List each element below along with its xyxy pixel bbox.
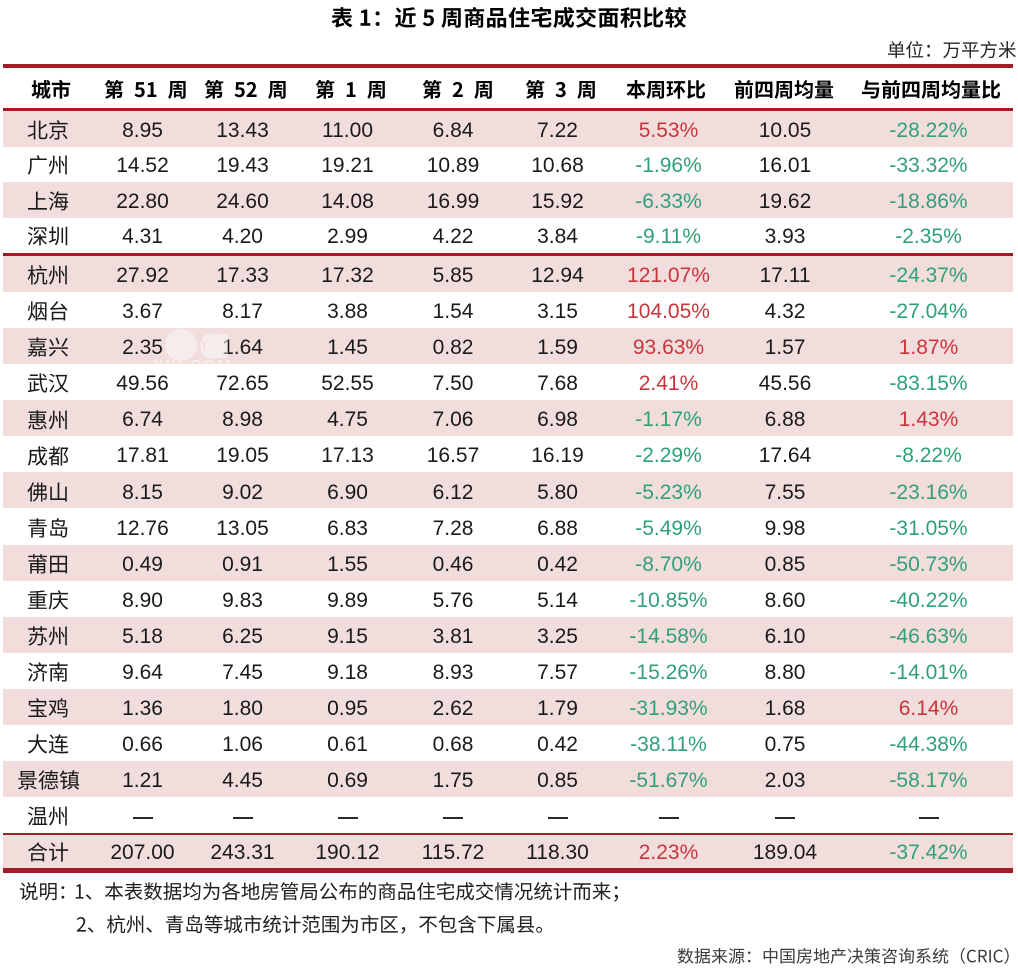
svg-text:XIU.COM: XIU.COM (153, 358, 232, 374)
